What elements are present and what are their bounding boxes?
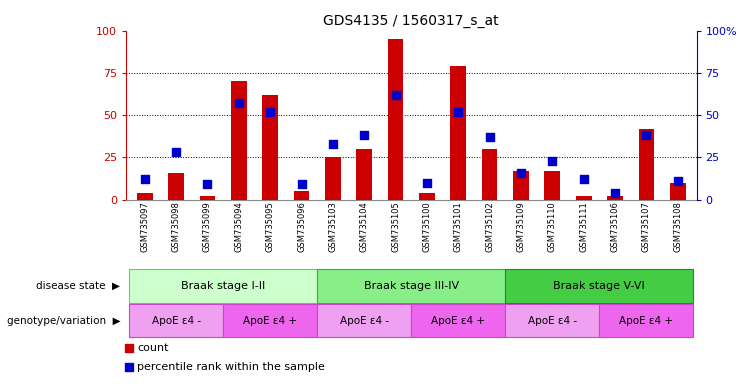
Bar <box>199 196 216 200</box>
Point <box>484 134 496 140</box>
Bar <box>168 173 184 200</box>
Text: count: count <box>137 343 169 353</box>
Point <box>546 158 558 164</box>
Bar <box>670 183 685 200</box>
Point <box>265 109 276 115</box>
Point <box>515 170 527 176</box>
Text: ApoE ε4 +: ApoE ε4 + <box>431 316 485 326</box>
Bar <box>607 196 623 200</box>
Text: ApoE ε4 -: ApoE ε4 - <box>528 316 577 326</box>
Bar <box>317 270 505 303</box>
Bar <box>599 304 694 337</box>
Point <box>359 132 370 139</box>
Bar <box>388 39 403 200</box>
Bar <box>317 304 411 337</box>
Text: disease state  ▶: disease state ▶ <box>36 281 120 291</box>
Bar <box>129 270 317 303</box>
Text: Braak stage III-IV: Braak stage III-IV <box>364 281 459 291</box>
Bar <box>545 171 560 200</box>
Text: ApoE ε4 +: ApoE ε4 + <box>243 316 297 326</box>
Point <box>123 364 135 370</box>
Bar <box>293 191 310 200</box>
Bar <box>505 270 694 303</box>
Bar <box>639 129 654 200</box>
Point <box>672 178 684 184</box>
Bar <box>129 304 223 337</box>
Text: ApoE ε4 -: ApoE ε4 - <box>152 316 201 326</box>
Bar <box>231 81 247 200</box>
Point <box>421 180 433 186</box>
Point <box>578 176 590 182</box>
Bar <box>356 149 372 200</box>
Text: ApoE ε4 -: ApoE ε4 - <box>339 316 389 326</box>
Bar <box>482 149 497 200</box>
Bar <box>576 196 591 200</box>
Point <box>640 132 652 139</box>
Point <box>233 100 245 106</box>
Bar <box>325 157 341 200</box>
Point <box>390 92 402 98</box>
Point <box>296 181 308 187</box>
Point <box>202 181 213 187</box>
Bar <box>451 66 466 200</box>
Text: genotype/variation  ▶: genotype/variation ▶ <box>7 316 120 326</box>
Bar <box>137 193 153 200</box>
Text: ApoE ε4 +: ApoE ε4 + <box>619 316 674 326</box>
Title: GDS4135 / 1560317_s_at: GDS4135 / 1560317_s_at <box>323 14 499 28</box>
Point <box>327 141 339 147</box>
Point <box>170 149 182 156</box>
Bar <box>262 95 278 200</box>
Bar <box>505 304 599 337</box>
Bar <box>513 171 529 200</box>
Point <box>609 190 621 196</box>
Text: Braak stage V-VI: Braak stage V-VI <box>554 281 645 291</box>
Bar <box>411 304 505 337</box>
Text: Braak stage I-II: Braak stage I-II <box>181 281 265 291</box>
Bar <box>223 304 317 337</box>
Point <box>123 344 135 351</box>
Text: percentile rank within the sample: percentile rank within the sample <box>137 362 325 372</box>
Point <box>139 176 150 182</box>
Bar <box>419 193 435 200</box>
Point <box>452 109 464 115</box>
